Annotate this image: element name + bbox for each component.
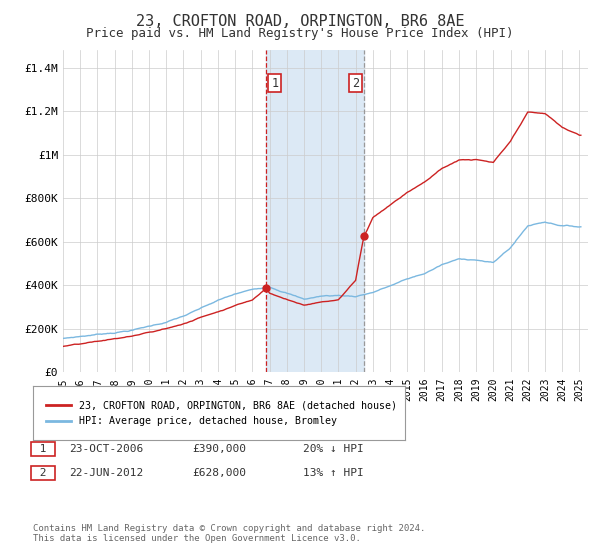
Text: 13% ↑ HPI: 13% ↑ HPI [303, 468, 364, 478]
Bar [266, 50, 364, 372]
Legend: 23, CROFTON ROAD, ORPINGTON, BR6 8AE (detached house), HPI: Average price, detac: 23, CROFTON ROAD, ORPINGTON, BR6 8AE (de… [42, 396, 401, 430]
Text: 23-OCT-2006: 23-OCT-2006 [69, 444, 143, 454]
Text: Price paid vs. HM Land Registry's House Price Index (HPI): Price paid vs. HM Land Registry's House … [86, 27, 514, 40]
Text: £628,000: £628,000 [192, 468, 246, 478]
Text: 2: 2 [352, 77, 359, 90]
Text: Contains HM Land Registry data © Crown copyright and database right 2024.
This d: Contains HM Land Registry data © Crown c… [33, 524, 425, 543]
Text: 2: 2 [33, 468, 53, 478]
Text: 1: 1 [271, 77, 278, 90]
Text: 1: 1 [33, 444, 53, 454]
Text: 22-JUN-2012: 22-JUN-2012 [69, 468, 143, 478]
Text: 23, CROFTON ROAD, ORPINGTON, BR6 8AE: 23, CROFTON ROAD, ORPINGTON, BR6 8AE [136, 14, 464, 29]
Text: 20% ↓ HPI: 20% ↓ HPI [303, 444, 364, 454]
Text: £390,000: £390,000 [192, 444, 246, 454]
